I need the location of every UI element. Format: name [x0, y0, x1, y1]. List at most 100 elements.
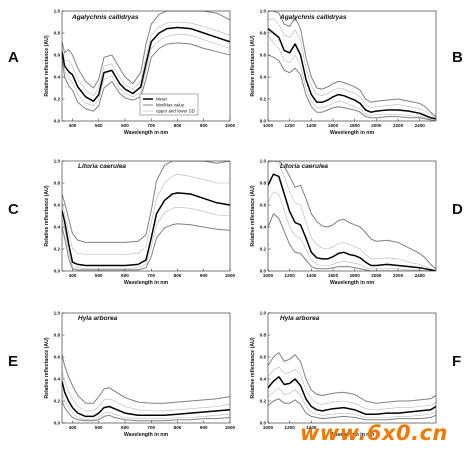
y-tick-label: 0.6 [260, 355, 267, 360]
series-line-max [268, 11, 436, 117]
series-line-upper-sd [268, 161, 436, 271]
x-tick-label: 1800 [350, 273, 361, 278]
x-axis-label: Wavelength in nm [330, 130, 375, 136]
plot-frame [267, 160, 437, 272]
y-tick-label: 0.8 [54, 333, 61, 338]
x-tick-label: 2000 [371, 123, 382, 128]
x-tick-label: 1800 [350, 123, 361, 128]
y-tick-label: 0.8 [54, 181, 61, 186]
y-tick-label: 0.4 [54, 75, 61, 80]
panel-a: A 0.0 0.2 0.4 0.6 0.8 1.0 400 500 600 700 800 900 100… [8, 9, 236, 136]
panel-c: C 0.0 0.2 0.4 0.6 0.8 1.0 400 500 600 700 800 900 100… [8, 159, 236, 286]
series-line-mean [268, 173, 436, 271]
x-tick-label: 700 [147, 123, 155, 128]
panel-b: B 0.0 0.2 0.4 0.6 0.8 1.0 1000 1200 1400 1600 1800 2… [250, 9, 463, 136]
y-tick-label: 0.8 [54, 31, 61, 36]
x-tick-label: 1200 [285, 425, 296, 430]
y-tick-label: 0.2 [54, 247, 61, 252]
series-line-upper-sd [62, 173, 230, 255]
y-tick-label: 0.4 [260, 225, 267, 230]
series-line-min [268, 213, 436, 271]
legend-entry: Mean [156, 97, 168, 102]
x-tick-label: 400 [69, 273, 77, 278]
series-line-lower-sd [62, 33, 230, 106]
x-axis-label: Wavelength in nm [330, 280, 375, 286]
species-title: Agalychnis callidryas [279, 14, 347, 21]
x-tick-label: 1600 [328, 273, 339, 278]
y-tick-label: 1.0 [260, 9, 267, 14]
series-line-lower-sd [62, 392, 230, 420]
y-tick-label: 0.6 [260, 203, 267, 208]
series-line-lower-sd [268, 387, 436, 418]
y-axis-label: Relative reflectance (AU) [250, 185, 256, 246]
watermark-text: www.6x0.cn [300, 421, 448, 445]
panel-e: E 0.0 0.2 0.4 0.6 0.8 1.0 400 500 600 700 800 900 100… [8, 311, 236, 438]
x-tick-label: 900 [200, 425, 208, 430]
x-tick-label: 600 [121, 123, 129, 128]
y-tick-label: 0.2 [260, 247, 267, 252]
x-tick-label: 1200 [285, 123, 296, 128]
series-line-max [268, 352, 436, 404]
y-tick-label: 0.2 [54, 399, 61, 404]
plot-frame [267, 10, 437, 122]
x-tick-label: 1400 [306, 273, 317, 278]
x-tick-label: 2400 [415, 123, 426, 128]
x-tick-label: 800 [174, 123, 182, 128]
series-line-min [62, 223, 230, 271]
series-line-min [62, 400, 230, 422]
x-tick-label: 400 [69, 425, 77, 430]
x-tick-label: 2200 [393, 273, 404, 278]
species-title: Litoria caerulea [280, 163, 328, 170]
x-axis-label: Wavelength in nm [124, 432, 169, 438]
x-tick-label: 500 [95, 273, 103, 278]
x-tick-label: 800 [174, 273, 182, 278]
series-line-min [268, 398, 436, 421]
x-tick-label: 1400 [306, 123, 317, 128]
species-title: Hyla arborea [78, 315, 118, 322]
series-line-upper-sd [62, 21, 230, 96]
series-line-mean [62, 26, 230, 102]
series-line-mean [268, 28, 436, 120]
series-line-upper-sd [268, 18, 436, 118]
y-tick-label: 1.0 [260, 159, 267, 164]
x-tick-label: 1400 [306, 425, 317, 430]
y-tick-label: 0.0 [54, 119, 61, 124]
x-tick-label: 1000 [225, 123, 236, 128]
y-tick-label: 0.6 [260, 53, 267, 58]
series-line-lower-sd [268, 191, 436, 271]
panel-d: D 0.0 0.2 0.4 0.6 0.8 1.0 1000 1200 1400 1600 1800 2… [250, 159, 463, 286]
x-axis-label: Wavelength in nm [124, 280, 169, 286]
y-tick-label: 1.0 [54, 311, 61, 316]
panel-letter: E [8, 353, 18, 370]
y-tick-label: 1.0 [260, 311, 267, 316]
y-tick-label: 0.6 [54, 203, 61, 208]
x-tick-label: 600 [121, 425, 129, 430]
y-tick-label: 0.6 [54, 53, 61, 58]
series-line-max [62, 161, 230, 243]
series-line-mean [268, 376, 436, 415]
series-line-lower-sd [62, 206, 230, 270]
y-tick-label: 0.8 [260, 181, 267, 186]
series-line-upper-sd [268, 366, 436, 411]
x-tick-label: 2400 [415, 273, 426, 278]
y-tick-label: 0.4 [260, 75, 267, 80]
y-axis-label: Relative reflectance (AU) [44, 185, 50, 246]
y-axis-label: Relative reflectance (AU) [44, 337, 50, 398]
series-line-max [62, 354, 230, 404]
x-tick-label: 600 [121, 273, 129, 278]
y-tick-label: 0.0 [54, 421, 61, 426]
x-tick-label: 1000 [263, 425, 274, 430]
series-line-min [268, 54, 436, 121]
series-line-upper-sd [62, 370, 230, 412]
legend-entry: upper and lower SD [156, 109, 195, 114]
series-line-max [268, 161, 436, 270]
x-tick-label: 2200 [393, 123, 404, 128]
plot-frame [61, 160, 231, 272]
x-tick-label: 2000 [371, 273, 382, 278]
panel-letter: F [452, 353, 461, 370]
y-tick-label: 1.0 [54, 159, 61, 164]
plot-frame [267, 312, 437, 424]
y-tick-label: 0.0 [54, 269, 61, 274]
y-tick-label: 1.0 [54, 9, 61, 14]
